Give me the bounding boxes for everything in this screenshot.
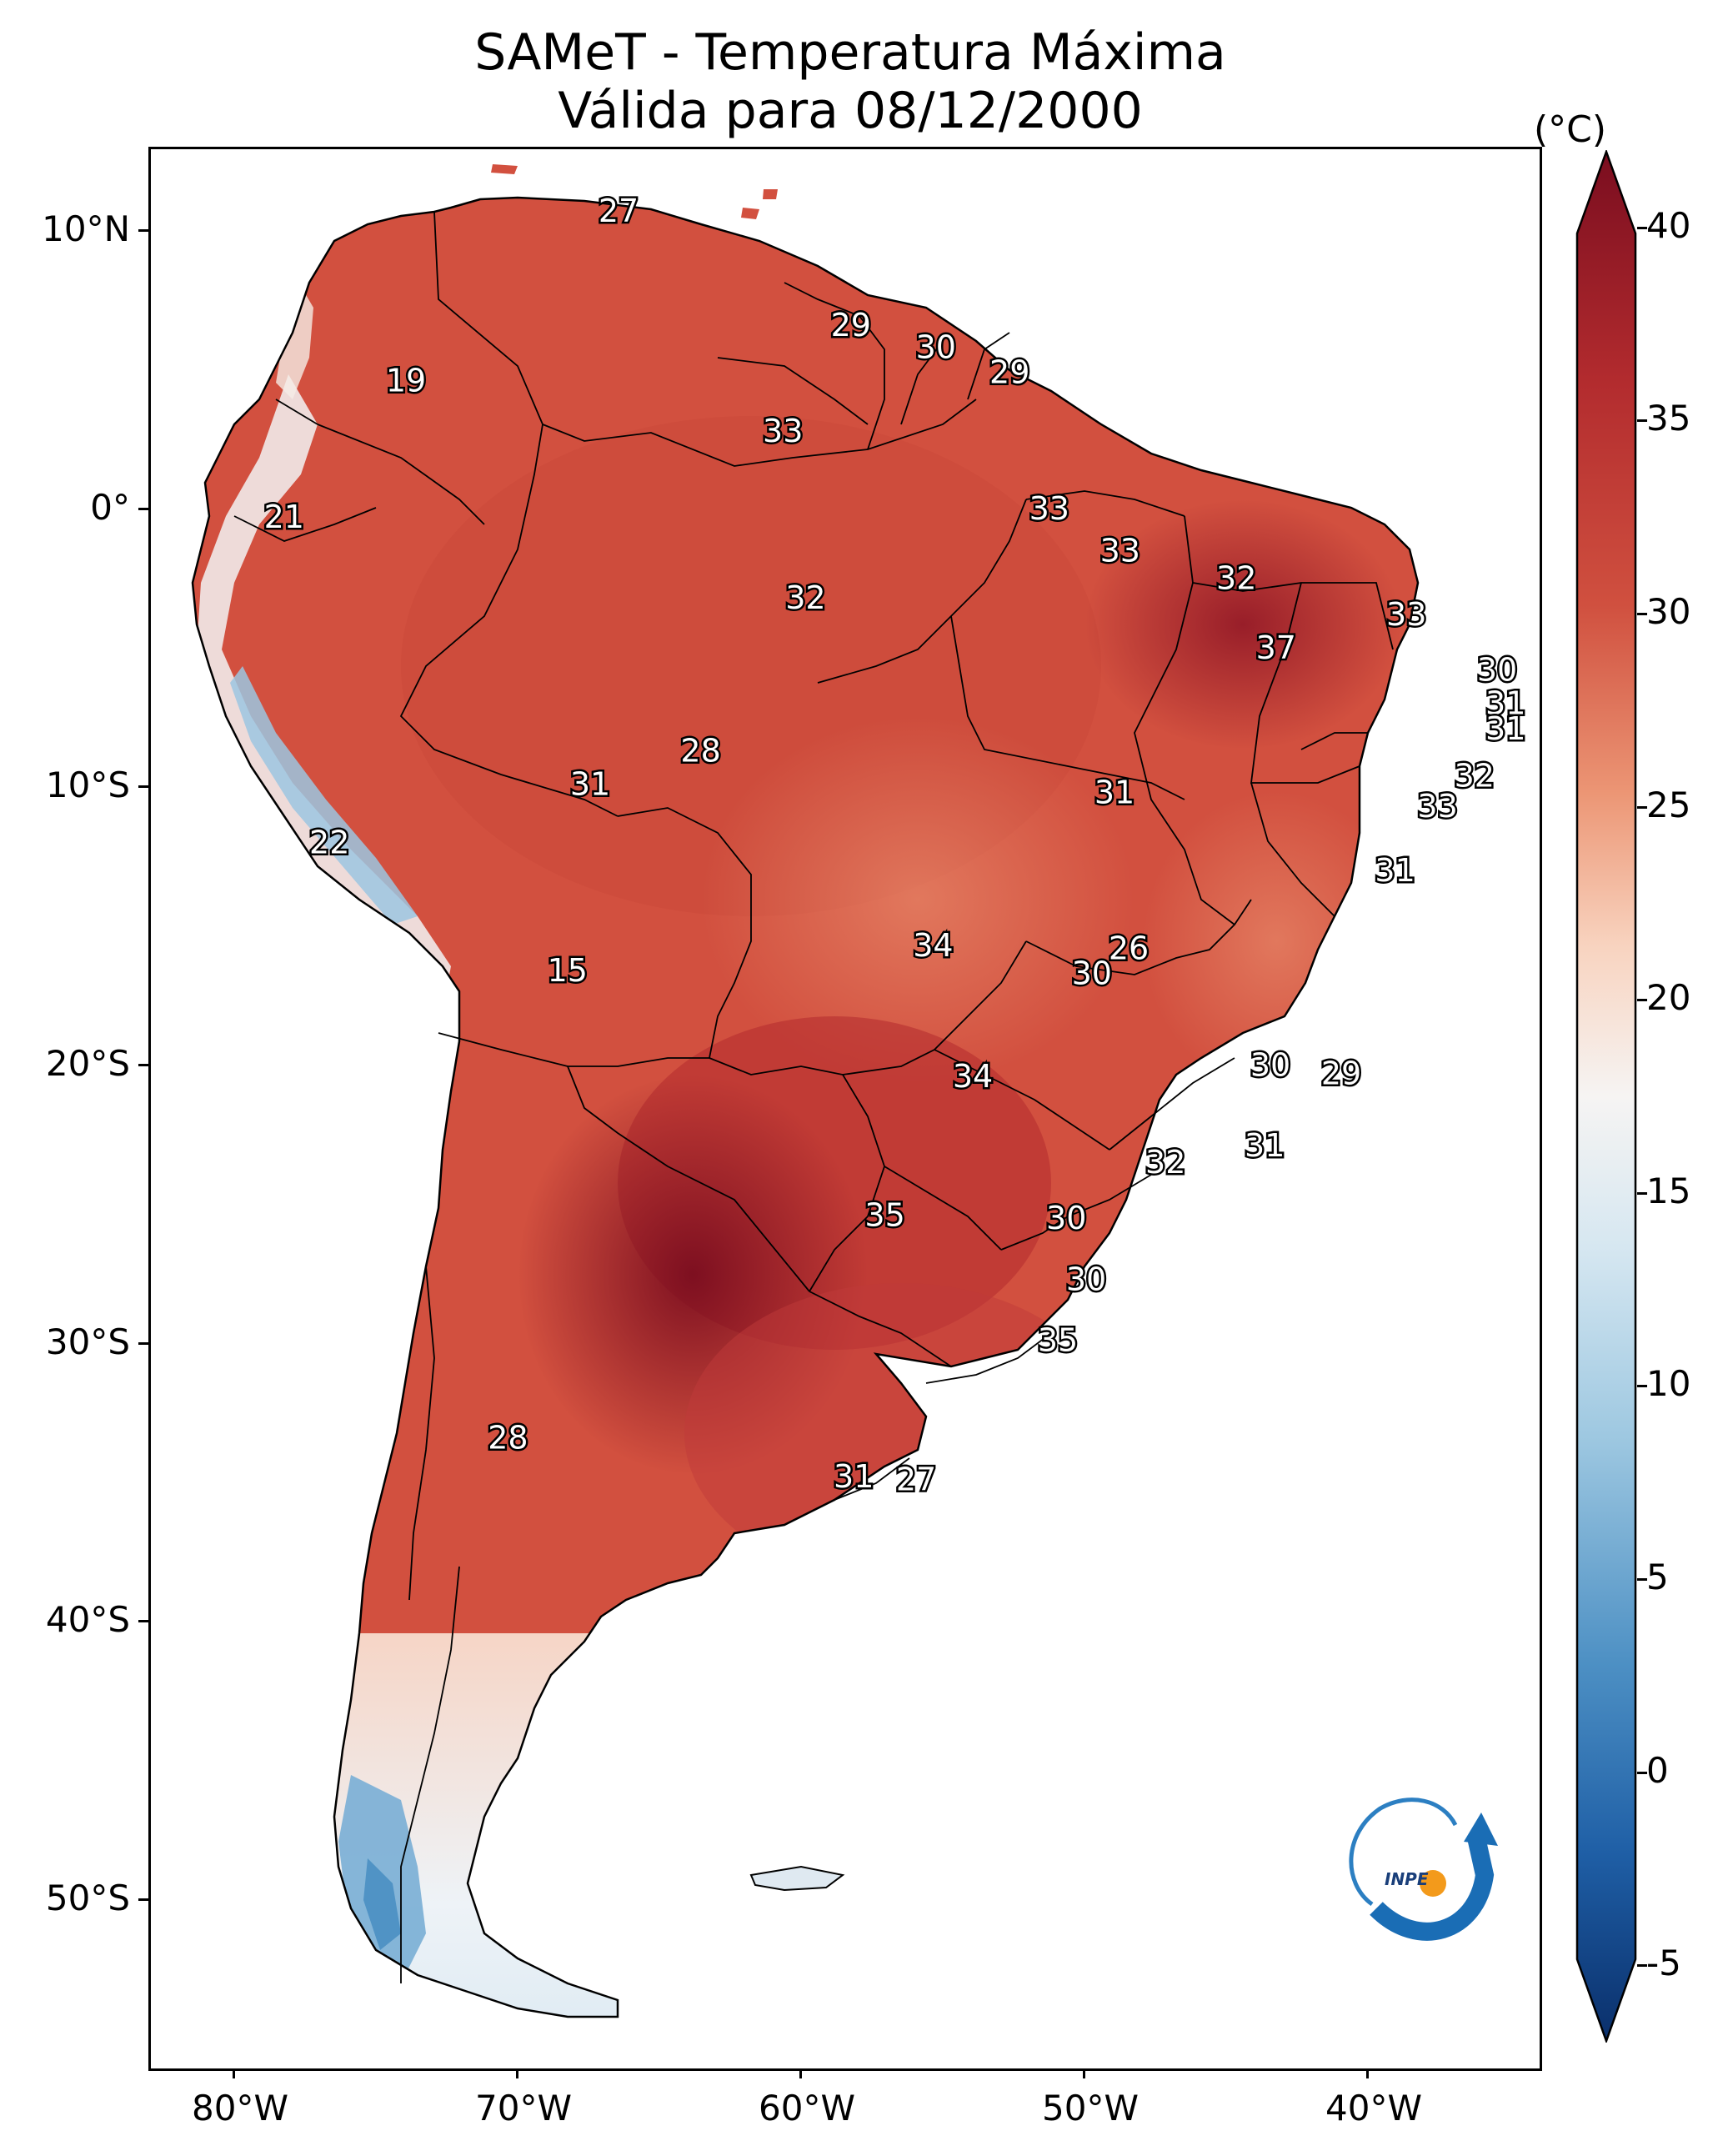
temperature-label: 19 [386, 363, 426, 399]
longitude-label: 70°W [475, 2088, 572, 2128]
latitude-tick [138, 785, 148, 789]
colorbar-tick-label: 30 [1646, 590, 1691, 632]
colorbar-tick-label: 25 [1646, 784, 1691, 825]
map-frame: INPE 27 19 29 30 29 33 21 33 33 32 32 33 37 30 31 31 28 3… [148, 147, 1542, 2071]
latitude-tick [138, 1898, 148, 1901]
temperature-label: 34 [953, 1058, 993, 1095]
temperature-label: 31 [570, 765, 610, 802]
colorbar [1575, 150, 1637, 2043]
latitude-label: 20°S [45, 1042, 130, 1084]
colorbar-tick-label: 35 [1646, 398, 1691, 439]
map-title: SAMeT - Temperatura Máxima [474, 23, 1226, 82]
latitude-label: 30°S [45, 1321, 130, 1362]
colorbar-tick [1637, 1964, 1647, 1968]
svg-text:INPE: INPE [1385, 1869, 1429, 1889]
temperature-label: 37 [1256, 629, 1296, 666]
latitude-tick [138, 1063, 148, 1066]
colorbar-tick-label: 5 [1646, 1557, 1669, 1598]
inpe-logo: INPE [1349, 1798, 1498, 1941]
temperature-label: 29 [831, 307, 871, 343]
temperature-label: 33 [1417, 788, 1457, 825]
temperature-label: 30 [1046, 1200, 1086, 1236]
temperature-label: 35 [864, 1197, 904, 1234]
temperature-label: 27 [599, 193, 639, 229]
latitude-label: 10°S [45, 765, 130, 806]
temperature-label: 32 [1216, 560, 1256, 597]
temperature-label: 30 [1477, 652, 1517, 689]
latitude-tick [138, 1620, 148, 1623]
colorbar-unit: (°C) [1534, 108, 1607, 151]
temperature-label: 33 [1100, 532, 1140, 569]
temperature-label: 35 [1038, 1322, 1078, 1359]
temperature-label: 26 [1109, 930, 1149, 966]
temperature-label: 30 [916, 329, 956, 366]
longitude-tick [516, 2068, 518, 2078]
latitude-label: 10°N [42, 208, 130, 250]
temperature-label: 21 [264, 499, 304, 535]
latitude-label: 50°S [45, 1877, 130, 1918]
colorbar-tick-label: 15 [1646, 1170, 1691, 1211]
temperature-label: 27 [896, 1462, 936, 1498]
colorbar-tick-label: 40 [1646, 204, 1691, 246]
temperature-label: 32 [1455, 757, 1495, 794]
colorbar-tick-label: 10 [1646, 1363, 1691, 1405]
latitude-tick [138, 1341, 148, 1345]
map-subtitle: Válida para 08/12/2000 [558, 82, 1143, 140]
latitude-tick [138, 507, 148, 510]
temperature-label: 30 [1072, 955, 1112, 991]
temperature-label: 31 [1094, 775, 1134, 811]
temperature-label: 34 [913, 927, 953, 964]
latitude-label: 40°S [45, 1599, 130, 1641]
longitude-label: 60°W [759, 2088, 855, 2128]
colorbar-tick [1637, 1385, 1647, 1388]
longitude-label: 40°W [1325, 2088, 1422, 2128]
temperature-label: 22 [309, 825, 349, 861]
temperature-label: 29 [989, 354, 1029, 391]
colorbar-tick [1637, 226, 1647, 229]
longitude-label: 80°W [192, 2088, 288, 2128]
temperature-label: 31 [1245, 1127, 1285, 1164]
temperature-label: 30 [1066, 1261, 1106, 1297]
latitude-label: 0° [90, 486, 130, 528]
colorbar-tick-label: -5 [1646, 1943, 1681, 1984]
temperature-label: 30 [1250, 1046, 1290, 1083]
colorbar-tick-label: 0 [1646, 1749, 1669, 1791]
colorbar-tick [1637, 1191, 1647, 1195]
temperature-label: 28 [488, 1420, 528, 1457]
temperature-label: 31 [834, 1458, 874, 1495]
temperature-label: 28 [680, 732, 720, 769]
longitude-tick [1083, 2068, 1085, 2078]
temperature-label: 15 [548, 952, 588, 989]
temperature-label: 31 [1375, 852, 1415, 889]
latitude-tick [138, 229, 148, 233]
temperature-label: 33 [1029, 490, 1069, 527]
colorbar-tick-label: 20 [1646, 977, 1691, 1019]
temperature-label: 29 [1321, 1055, 1361, 1091]
longitude-label: 50°W [1042, 2088, 1139, 2128]
temperature-label: 32 [1145, 1144, 1185, 1181]
colorbar-tick [1637, 1771, 1647, 1774]
colorbar-tick [1637, 419, 1647, 423]
temperature-label: 33 [763, 413, 803, 449]
temperature-label: 31 [1485, 685, 1525, 722]
longitude-tick [799, 2068, 802, 2078]
colorbar-tick [1637, 999, 1647, 1002]
colorbar-tick [1637, 1578, 1647, 1582]
temperature-label: 32 [785, 579, 825, 616]
temperature-label: 33 [1386, 596, 1426, 633]
longitude-tick [233, 2068, 235, 2078]
temperature-label: 31 [1485, 710, 1525, 747]
colorbar-tick [1637, 805, 1647, 809]
colorbar-tick [1637, 612, 1647, 615]
longitude-tick [1366, 2068, 1369, 2078]
